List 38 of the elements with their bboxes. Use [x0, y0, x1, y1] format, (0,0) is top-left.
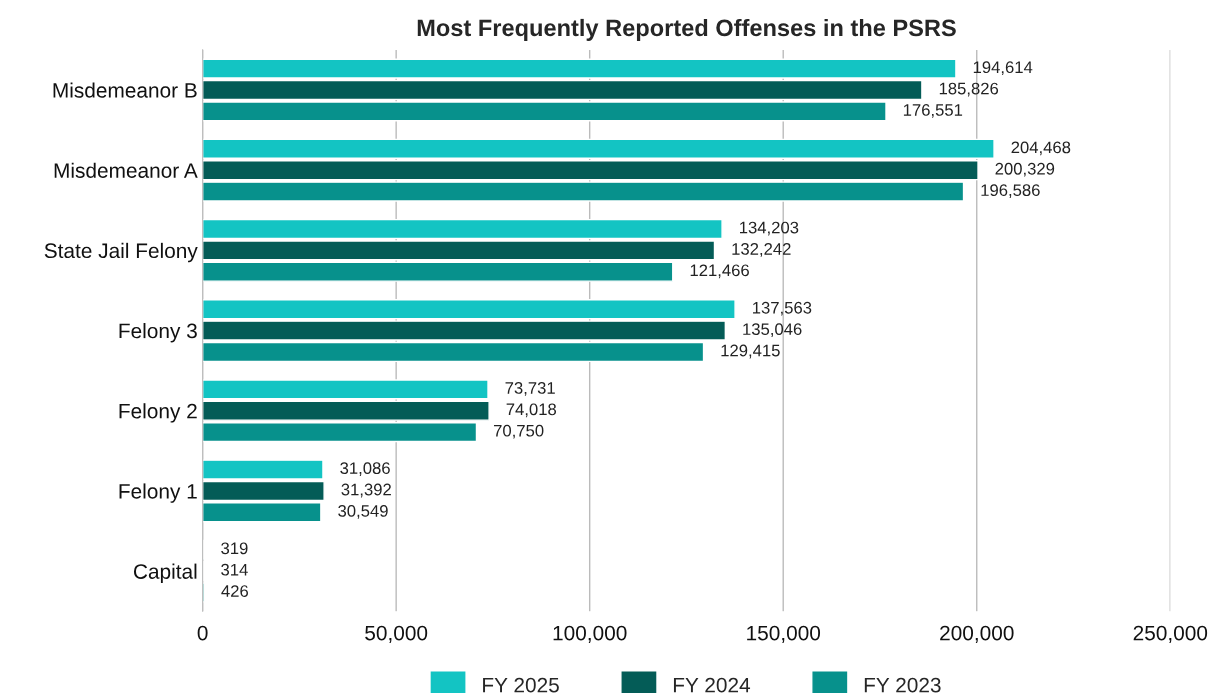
y-tick-label: Felony 3: [119, 323, 197, 343]
x-tick-label: 100,000: [553, 625, 627, 643]
data-label: 121,466: [690, 264, 749, 279]
data-label: 135,046: [743, 323, 802, 337]
data-label: 204,468: [1011, 141, 1071, 156]
data-label: 70,750: [493, 424, 544, 439]
data-label: 319: [221, 542, 248, 555]
chart-title: Most Frequently Reported Offenses in the PSRS: [417, 18, 956, 41]
data-label: 196,586: [981, 184, 1040, 199]
data-label: 30,549: [338, 505, 388, 519]
data-label: 185,826: [939, 82, 999, 97]
x-tick-label: 50,000: [365, 625, 428, 643]
legend-label: FY 2025: [483, 677, 559, 693]
x-tick-label: 200,000: [940, 625, 1014, 643]
y-tick-label: Felony 2: [119, 403, 197, 423]
y-tick-label: Capital: [133, 563, 197, 583]
data-label: 200,329: [995, 162, 1055, 177]
data-label: 31,086: [340, 462, 390, 476]
x-tick-label: 250,000: [1133, 625, 1208, 643]
y-tick-label: State Jail Felony: [44, 242, 198, 263]
data-label: 129,415: [721, 344, 780, 359]
y-tick-label: Felony 1: [119, 483, 197, 503]
data-label: 74,018: [506, 403, 557, 418]
data-label: 426: [221, 585, 249, 597]
data-label: 31,392: [341, 483, 391, 498]
legend-label: FY 2024: [673, 677, 751, 693]
x-tick-label: 150,000: [747, 625, 821, 643]
y-tick-label: Misdemeanor B: [53, 82, 197, 98]
legend-label: FY 2023: [864, 677, 941, 693]
data-label: 314: [221, 563, 248, 576]
data-label: 73,731: [505, 382, 555, 396]
data-label: 134,203: [740, 221, 799, 236]
data-label: 137,563: [753, 301, 812, 316]
data-label: 132,242: [732, 243, 791, 257]
data-label: 176,551: [903, 104, 963, 118]
y-tick-label: Misdemeanor A: [54, 162, 198, 178]
x-tick-label: 0: [197, 625, 208, 641]
data-label: 194,614: [973, 61, 1033, 76]
